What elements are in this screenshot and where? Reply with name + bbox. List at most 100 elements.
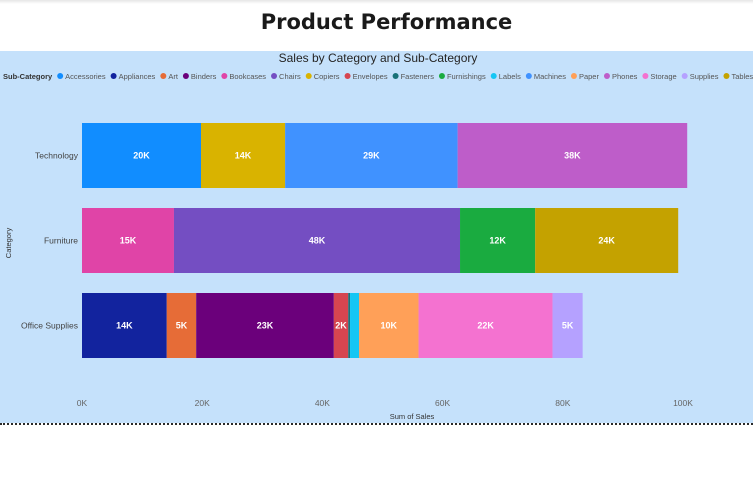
data-label-office-supplies-envelopes: 2K <box>335 321 347 331</box>
legend-marker <box>723 73 730 79</box>
x-tick-label: 100K <box>673 398 693 408</box>
bar-office-supplies-paper[interactable] <box>359 293 419 358</box>
legend-item-machines[interactable]: Machines <box>525 72 566 81</box>
data-label-furniture-furnishings: 12K <box>489 236 506 246</box>
legend-marker <box>525 73 532 79</box>
legend-marker <box>570 73 577 79</box>
legend-marker <box>221 73 228 79</box>
legend-label: Furnishings <box>447 72 486 81</box>
chart-title: Sales by Category and Sub-Category <box>279 51 478 65</box>
legend-marker <box>603 73 610 79</box>
legend-label: Fasteners <box>401 72 435 81</box>
legend-marker <box>681 73 688 79</box>
legend-marker <box>160 73 167 79</box>
y-axis-title: Category <box>4 228 13 259</box>
legend-item-phones[interactable]: Phones <box>603 72 638 81</box>
bar-office-supplies-supplies[interactable] <box>552 293 583 358</box>
legend-item-copiers[interactable]: Copiers <box>305 72 340 81</box>
legend-item-labels[interactable]: Labels <box>490 72 521 81</box>
data-label-technology-copiers: 14K <box>235 151 252 161</box>
bar-office-supplies-labels[interactable] <box>350 293 360 358</box>
legend-item-binders[interactable]: Binders <box>182 72 217 81</box>
category-axis-labels: Technology Furniture Office Supplies <box>21 151 79 331</box>
bar-office-supplies-binders[interactable] <box>196 293 334 358</box>
legend-marker <box>305 73 312 79</box>
legend-item-appliances[interactable]: Appliances <box>110 72 156 81</box>
x-tick-label: 80K <box>555 398 570 408</box>
legend-item-paper[interactable]: Paper <box>570 72 600 81</box>
data-label-office-supplies-appliances: 14K <box>116 321 133 331</box>
legend-item-accessories[interactable]: Accessories <box>57 72 106 81</box>
x-axis-title: Sum of Sales <box>390 412 435 421</box>
legend-marker <box>57 73 64 79</box>
data-label-technology-accessories: 20K <box>133 151 150 161</box>
bar-furniture-furnishings[interactable] <box>460 208 536 273</box>
legend-marker <box>110 73 117 79</box>
bar-technology-accessories[interactable] <box>82 123 201 188</box>
title-area-shadow <box>0 0 753 4</box>
bar-office-supplies-storage[interactable] <box>418 293 553 358</box>
page-divider <box>0 423 753 425</box>
legend-label: Accessories <box>65 72 106 81</box>
data-label-office-supplies-paper: 10K <box>381 321 398 331</box>
chart-panel: Sales by Category and Sub-Category Sub-C… <box>0 51 753 423</box>
legend-item-storage[interactable]: Storage <box>642 72 677 81</box>
legend-marker <box>642 73 649 79</box>
legend-item-chairs[interactable]: Chairs <box>271 72 301 81</box>
legend-item-tables[interactable]: Tables <box>723 72 753 81</box>
data-label-furniture-chairs: 48K <box>309 236 326 246</box>
legend-item-envelopes[interactable]: Envelopes <box>344 72 388 81</box>
bar-office-supplies-fasteners[interactable] <box>348 293 351 358</box>
bar-area: 20K 14K 29K 38K 15K 48K 12K 24K 14K 5K 23K 2K 10K 22K… <box>82 123 688 358</box>
legend-label: Tables <box>731 72 753 81</box>
bar-furniture-bookcases[interactable] <box>82 208 174 273</box>
x-tick-label: 20K <box>195 398 210 408</box>
bar-office-supplies-art[interactable] <box>166 293 197 358</box>
legend-label: Art <box>168 72 179 81</box>
x-tick-label: 40K <box>315 398 330 408</box>
category-label-furniture: Furniture <box>44 236 78 246</box>
data-label-technology-machines: 29K <box>363 151 380 161</box>
data-label-office-supplies-binders: 23K <box>257 321 274 331</box>
bar-technology-copiers[interactable] <box>200 123 286 188</box>
data-label-furniture-tables: 24K <box>598 236 615 246</box>
bar-furniture-tables[interactable] <box>535 208 679 273</box>
legend-item-furnishings[interactable]: Furnishings <box>438 72 486 81</box>
legend-title: Sub-Category <box>3 72 53 81</box>
legend-item-art[interactable]: Art <box>160 72 179 81</box>
x-tick-label: 0K <box>77 398 88 408</box>
category-label-office-supplies: Office Supplies <box>21 321 78 331</box>
legend-marker <box>392 73 399 79</box>
legend: Sub-Category Accessories Appliances Art Bind… <box>3 72 753 81</box>
legend-item-fasteners[interactable]: Fasteners <box>392 72 435 81</box>
legend-label: Chairs <box>279 72 301 81</box>
legend-marker <box>438 73 445 79</box>
bar-technology-phones[interactable] <box>457 123 688 188</box>
category-label-technology: Technology <box>35 151 79 161</box>
data-label-furniture-bookcases: 15K <box>120 236 137 246</box>
legend-marker <box>182 73 189 79</box>
legend-marker <box>271 73 278 79</box>
data-label-office-supplies-storage: 22K <box>477 321 494 331</box>
legend-label: Machines <box>534 72 566 81</box>
x-tick-label: 60K <box>435 398 450 408</box>
legend-label: Bookcases <box>229 72 266 81</box>
legend-label: Copiers <box>314 72 340 81</box>
data-label-office-supplies-art: 5K <box>176 321 188 331</box>
stacked-bar-chart: Sales by Category and Sub-Category Sub-C… <box>3 51 753 421</box>
bar-technology-machines[interactable] <box>285 123 458 188</box>
bar-office-supplies-envelopes[interactable] <box>333 293 349 358</box>
legend-item-bookcases[interactable]: Bookcases <box>221 72 266 81</box>
page-title: Product Performance <box>260 10 513 34</box>
bar-furniture-chairs[interactable] <box>173 208 461 273</box>
legend-item-supplies[interactable]: Supplies <box>681 72 719 81</box>
bar-office-supplies-appliances[interactable] <box>82 293 167 358</box>
legend-label: Phones <box>612 72 638 81</box>
legend-label: Envelopes <box>353 72 388 81</box>
legend-label: Storage <box>650 72 676 81</box>
legend-label: Labels <box>499 72 521 81</box>
legend-label: Binders <box>191 72 217 81</box>
value-axis-ticks: 0K 20K 40K 60K 80K 100K <box>77 398 693 408</box>
legend-label: Appliances <box>119 72 156 81</box>
legend-marker <box>344 73 351 79</box>
